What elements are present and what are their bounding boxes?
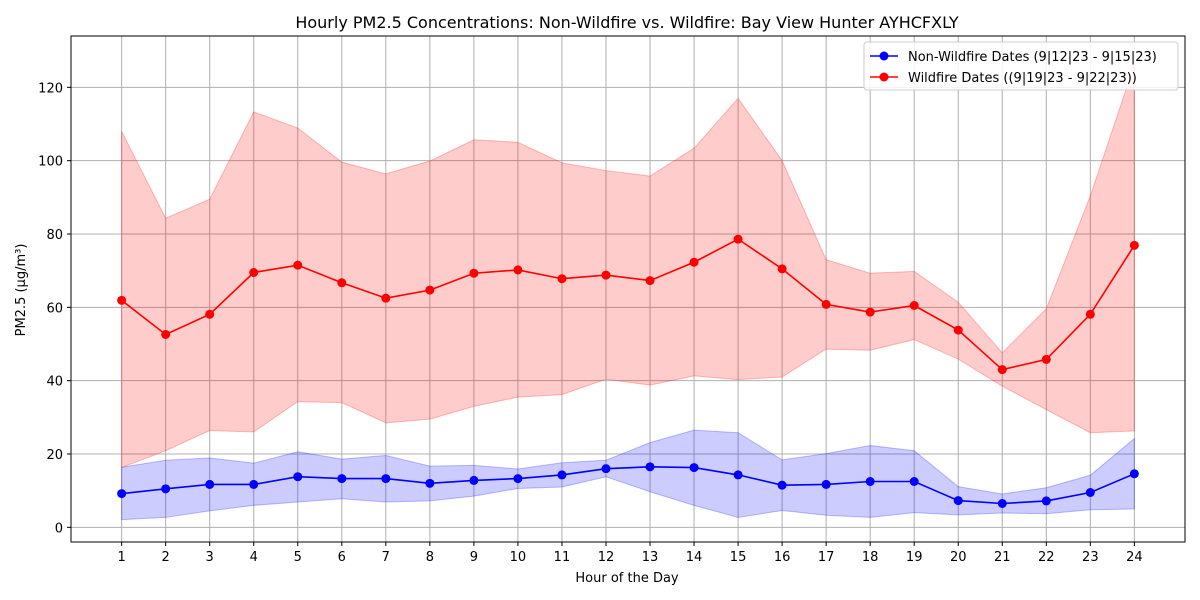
point-series-0 <box>1041 496 1051 506</box>
y-tick-label: 80 <box>46 228 63 243</box>
point-series-1 <box>249 268 259 277</box>
x-tick-label: 24 <box>1126 550 1143 565</box>
point-series-1 <box>205 309 215 319</box>
point-series-1 <box>601 270 611 280</box>
point-series-0 <box>557 470 567 480</box>
x-tick-label: 13 <box>642 550 659 565</box>
point-series-1 <box>161 329 171 339</box>
y-tick-label: 120 <box>38 81 63 96</box>
point-series-0 <box>513 474 523 484</box>
x-tick-label: 4 <box>250 550 258 565</box>
x-tick-label: 23 <box>1082 550 1099 565</box>
point-series-1 <box>733 234 743 244</box>
point-series-1 <box>293 260 303 270</box>
x-tick-label: 22 <box>1038 550 1055 565</box>
point-series-0 <box>777 480 787 490</box>
point-series-0 <box>821 479 831 489</box>
point-series-1 <box>865 307 875 317</box>
x-tick-label: 6 <box>338 550 346 565</box>
x-tick-label: 2 <box>162 550 170 565</box>
x-tick-label: 5 <box>294 550 302 565</box>
point-series-1 <box>557 274 567 284</box>
point-series-0 <box>337 474 347 484</box>
legend-marker-wildfire <box>879 72 889 82</box>
y-tick-label: 20 <box>46 448 63 463</box>
x-tick-label: 9 <box>470 550 478 565</box>
x-tick-label: 1 <box>117 550 125 565</box>
point-series-0 <box>1085 488 1095 497</box>
point-series-1 <box>337 278 347 288</box>
confidence-bands <box>121 64 1135 521</box>
y-tick-label: 100 <box>38 155 63 170</box>
point-series-0 <box>909 477 919 486</box>
point-series-1 <box>1129 240 1139 250</box>
point-series-0 <box>997 499 1007 508</box>
point-series-0 <box>381 474 391 484</box>
y-tick-label: 60 <box>46 301 63 316</box>
axis-ticks: 1 2 3 4 5 6 7 8 9 10 11 12 13 14 15 16 17 18 19 20 21 22 23 240… <box>38 81 1142 565</box>
x-tick-label: 19 <box>906 550 923 565</box>
x-tick-label: 3 <box>206 550 214 565</box>
x-tick-label: 18 <box>862 550 879 565</box>
y-tick-label: 40 <box>46 375 63 390</box>
point-series-1 <box>953 325 963 335</box>
point-series-1 <box>1085 309 1095 319</box>
y-tick-label: 0 <box>55 521 63 536</box>
legend-label-wildfire: Wildfire Dates ((9|19|23 - 9|22|23)) <box>908 71 1137 86</box>
point-series-0 <box>1129 469 1139 479</box>
point-series-1 <box>513 265 523 275</box>
point-series-1 <box>1041 354 1051 364</box>
band-series-1 <box>121 64 1135 469</box>
x-tick-label: 20 <box>950 550 967 565</box>
point-series-0 <box>469 475 479 485</box>
x-tick-label: 21 <box>994 550 1011 565</box>
x-tick-label: 8 <box>426 550 434 565</box>
x-tick-label: 15 <box>730 550 747 565</box>
grid-lines <box>71 36 1185 542</box>
chart-legend: Non-Wildfire Dates (9|12|23 - 9|15|23) W… <box>863 41 1179 91</box>
point-series-1 <box>469 268 479 278</box>
point-series-1 <box>821 299 831 309</box>
point-series-0 <box>865 477 875 486</box>
point-series-1 <box>117 295 127 305</box>
point-series-0 <box>161 484 171 494</box>
x-tick-label: 16 <box>774 550 791 565</box>
point-series-1 <box>425 285 435 295</box>
point-series-0 <box>117 489 127 499</box>
point-series-1 <box>777 264 787 274</box>
point-series-0 <box>645 462 655 472</box>
legend-marker-non-wildfire <box>879 51 889 61</box>
point-series-1 <box>997 365 1007 375</box>
point-series-0 <box>733 470 743 480</box>
band-series-0 <box>121 429 1135 521</box>
x-axis-label: Hour of the Day <box>575 571 679 586</box>
point-series-0 <box>205 479 215 489</box>
x-tick-label: 11 <box>554 550 571 565</box>
point-series-1 <box>909 301 919 310</box>
point-series-1 <box>645 276 655 286</box>
point-series-0 <box>601 464 611 474</box>
point-series-0 <box>953 496 963 506</box>
y-axis-label: PM2.5 (µg/m³) <box>14 244 29 337</box>
point-series-0 <box>293 472 303 482</box>
line-series-0 <box>121 466 1135 505</box>
legend-box <box>863 41 1179 91</box>
chart-title: Hourly PM2.5 Concentrations: Non-Wildfir… <box>295 13 959 32</box>
plot-area-frame <box>70 35 1186 543</box>
x-tick-label: 12 <box>598 550 615 565</box>
point-series-0 <box>425 478 435 488</box>
x-tick-label: 17 <box>818 550 835 565</box>
series-lines <box>117 234 1139 508</box>
x-tick-label: 10 <box>510 550 527 565</box>
x-tick-label: 7 <box>382 550 390 565</box>
point-series-0 <box>689 463 699 473</box>
point-series-0 <box>249 479 259 489</box>
point-series-1 <box>381 293 391 303</box>
x-tick-label: 14 <box>686 550 703 565</box>
point-series-1 <box>689 257 699 267</box>
legend-label-non-wildfire: Non-Wildfire Dates (9|12|23 - 9|15|23) <box>908 50 1157 65</box>
line-series-1 <box>121 238 1136 371</box>
